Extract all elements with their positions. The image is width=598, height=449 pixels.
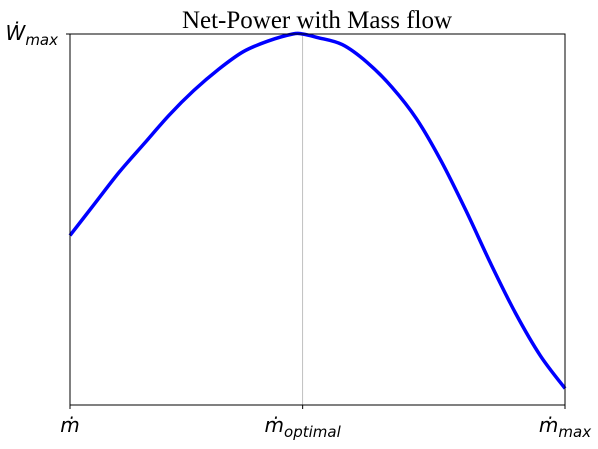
series-line-0 [68,31,567,390]
grid-lines [70,33,565,405]
x-tick-label-0: ṁ [60,413,79,437]
y-tick-label-0-main: Ẇ [6,21,27,45]
x-tick-label-1: ṁoptimal [265,413,342,441]
x-tick-label-1-sub: optimal [284,423,342,441]
y-tick-label-0: Ẇmax [6,21,59,49]
chart-title: Net-Power with Mass flow [182,7,452,34]
x-tick-label-2: ṁmax [539,413,591,441]
y-tick-label-0-sub: max [25,31,58,49]
series-layer [68,31,567,390]
x-tick-label-2-sub: max [558,423,591,441]
x-tick-label-2-main: ṁ [539,413,558,437]
x-tick-label-1-main: ṁ [265,413,284,437]
x-tick-label-0-main: ṁ [60,413,79,437]
plot-frame [69,33,566,406]
